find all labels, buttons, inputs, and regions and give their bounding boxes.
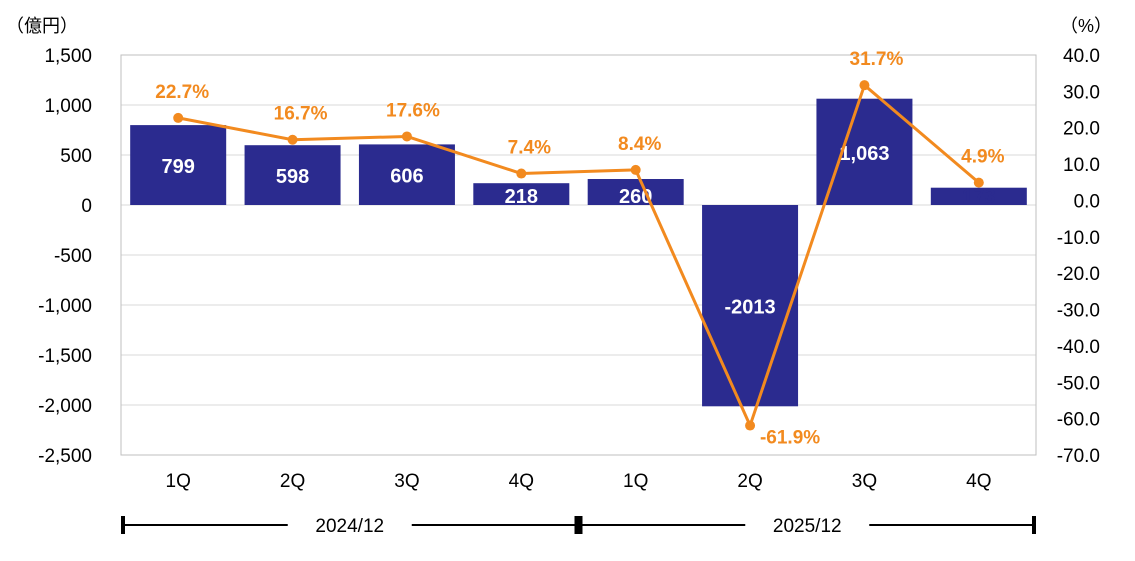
ratio-label: 22.7% bbox=[155, 82, 209, 103]
plot-frame bbox=[120, 54, 1037, 456]
x-tick: 4Q bbox=[509, 471, 534, 492]
ratio-point bbox=[630, 164, 641, 175]
y-left-tick: 0 bbox=[81, 196, 92, 217]
period-groups: 2024/12 2025/12 bbox=[121, 516, 1036, 537]
ratio-label: 4.9% bbox=[961, 147, 1004, 168]
x-tick: 4Q bbox=[966, 471, 991, 492]
bar bbox=[702, 205, 799, 407]
ratio-point bbox=[973, 177, 984, 188]
x-tick: 3Q bbox=[852, 471, 877, 492]
ratio-line: 22.7% 16.7% 17.6% 7.4% 8.4% -61.9% 31.7% 4.9% bbox=[155, 49, 1004, 448]
bar bbox=[130, 125, 227, 205]
y-right-tick: -40.0 bbox=[1057, 337, 1100, 358]
group-label: 2025/12 bbox=[773, 516, 842, 537]
bar-label: 799 bbox=[162, 156, 195, 178]
y-left-ticks: 1,500 1,000 500 0 -500 -1,000 -1,500 -2,000 -2,5… bbox=[38, 46, 92, 467]
y-right-tick: -10.0 bbox=[1057, 228, 1100, 249]
y-left-tick: 1,000 bbox=[44, 96, 92, 117]
ratio-point bbox=[745, 420, 756, 431]
ratio-label: 31.7% bbox=[850, 49, 904, 70]
y-right-ticks: 40.0 30.0 20.0 10.0 0.0 -10.0 -20.0 -30.0 -40.0 -… bbox=[1057, 46, 1100, 467]
y-left-tick: -1,500 bbox=[38, 346, 92, 367]
y-left-unit: （億円） bbox=[6, 16, 78, 36]
bar-label: 598 bbox=[276, 166, 309, 188]
y-right-tick: -50.0 bbox=[1057, 373, 1100, 394]
x-ticks: 1Q 2Q 3Q 4Q 1Q 2Q 3Q 4Q bbox=[166, 471, 992, 492]
x-tick: 2Q bbox=[737, 471, 762, 492]
y-right-tick: -30.0 bbox=[1057, 301, 1100, 322]
y-right-unit: （%） bbox=[1060, 16, 1112, 36]
y-left-tick: -2,500 bbox=[38, 446, 92, 467]
y-right-tick: 0.0 bbox=[1074, 191, 1100, 212]
bar bbox=[473, 183, 570, 205]
x-tick: 3Q bbox=[394, 471, 419, 492]
bar-label: 173 bbox=[962, 186, 995, 208]
bar bbox=[358, 144, 455, 205]
x-tick: 1Q bbox=[623, 471, 648, 492]
y-right-tick: 10.0 bbox=[1063, 155, 1100, 176]
ratio-line-path bbox=[177, 83, 980, 428]
bar-label: 1,063 bbox=[839, 143, 889, 165]
y-right-tick: -70.0 bbox=[1057, 446, 1100, 467]
y-right-tick: -20.0 bbox=[1057, 264, 1100, 285]
ratio-label: -61.9% bbox=[760, 428, 820, 449]
y-right-tick: 20.0 bbox=[1063, 119, 1100, 140]
ratio-label: 17.6% bbox=[386, 100, 440, 121]
ratio-point bbox=[173, 112, 184, 123]
y-left-tick: -500 bbox=[54, 246, 92, 267]
ratio-point bbox=[287, 134, 298, 145]
y-left-tick: -1,000 bbox=[38, 296, 92, 317]
plot-border bbox=[120, 54, 1037, 456]
ratio-label: 7.4% bbox=[508, 138, 551, 159]
x-tick: 1Q bbox=[166, 471, 191, 492]
ratio-label: 16.7% bbox=[274, 104, 328, 125]
y-right-tick: 40.0 bbox=[1063, 46, 1100, 67]
bar bbox=[930, 187, 1027, 205]
y-left-tick: 1,500 bbox=[44, 46, 92, 67]
ratio-point bbox=[401, 131, 412, 142]
group-label: 2024/12 bbox=[315, 516, 384, 537]
bar bbox=[816, 98, 913, 205]
y-right-tick: -60.0 bbox=[1057, 410, 1100, 431]
y-left-tick: 500 bbox=[60, 146, 92, 167]
ratio-point bbox=[516, 168, 527, 179]
bar-label: -2013 bbox=[724, 297, 775, 319]
y-left-tick: -2,000 bbox=[38, 396, 92, 417]
bar-label: 218 bbox=[505, 186, 538, 208]
y-right-tick: 30.0 bbox=[1063, 82, 1100, 103]
ratio-label: 8.4% bbox=[618, 134, 661, 155]
bar bbox=[244, 145, 341, 205]
bar bbox=[587, 179, 684, 205]
ratio-point bbox=[859, 80, 870, 91]
bar-label: 606 bbox=[390, 166, 423, 188]
x-tick: 2Q bbox=[280, 471, 305, 492]
